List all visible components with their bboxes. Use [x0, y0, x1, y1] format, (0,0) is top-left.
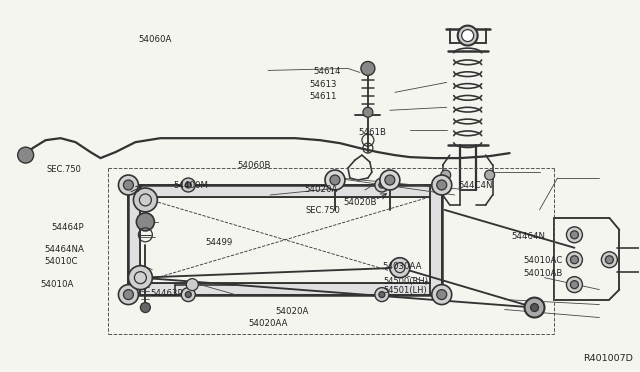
Circle shape [140, 302, 150, 312]
Circle shape [124, 180, 133, 190]
Circle shape [461, 30, 474, 42]
Circle shape [375, 178, 389, 192]
Circle shape [361, 61, 375, 76]
Circle shape [566, 252, 582, 268]
Circle shape [441, 170, 451, 180]
Text: 54010AC: 54010AC [523, 256, 563, 265]
Circle shape [458, 26, 477, 45]
Circle shape [379, 182, 385, 188]
Circle shape [118, 175, 138, 195]
Text: 54613: 54613 [310, 80, 337, 89]
Text: 54464NA: 54464NA [44, 245, 84, 254]
Circle shape [436, 290, 447, 299]
Circle shape [602, 252, 618, 268]
Text: 54010AB: 54010AB [523, 269, 563, 278]
Circle shape [186, 292, 191, 298]
Circle shape [186, 279, 198, 291]
Circle shape [566, 227, 582, 243]
Circle shape [18, 147, 34, 163]
Text: 54020AA: 54020AA [248, 319, 288, 328]
Text: 54060B: 54060B [237, 161, 271, 170]
Text: 54611: 54611 [310, 92, 337, 101]
Text: 54400M: 54400M [173, 182, 208, 190]
Circle shape [181, 288, 195, 302]
Text: 54500(RH): 54500(RH) [384, 277, 429, 286]
Text: 54499: 54499 [205, 238, 232, 247]
Circle shape [124, 290, 133, 299]
Text: 54010C: 54010C [44, 257, 77, 266]
Circle shape [566, 277, 582, 293]
Circle shape [570, 280, 579, 289]
Text: 54020A: 54020A [275, 307, 308, 316]
Circle shape [181, 178, 195, 192]
Text: 544C4N: 544C4N [459, 182, 493, 190]
Text: 54010A: 54010A [40, 280, 74, 289]
Circle shape [379, 292, 385, 298]
Circle shape [363, 107, 373, 117]
Circle shape [390, 258, 410, 278]
Circle shape [330, 175, 340, 185]
Text: 54060A: 54060A [138, 35, 172, 44]
Polygon shape [430, 185, 442, 295]
Text: 54464N: 54464N [511, 231, 545, 241]
Polygon shape [129, 283, 442, 295]
Polygon shape [129, 185, 140, 295]
Polygon shape [129, 185, 442, 197]
Text: R401007D: R401007D [583, 354, 633, 363]
Text: 54464P: 54464P [52, 223, 84, 232]
Circle shape [436, 180, 447, 190]
Circle shape [385, 175, 395, 185]
Circle shape [432, 285, 452, 305]
Text: 54463P: 54463P [151, 289, 184, 298]
Circle shape [118, 285, 138, 305]
Circle shape [325, 170, 345, 190]
Circle shape [484, 170, 495, 180]
Text: SEC.750: SEC.750 [306, 206, 341, 215]
Circle shape [432, 175, 452, 195]
Circle shape [525, 298, 545, 318]
Text: 54020A: 54020A [305, 185, 338, 194]
Circle shape [605, 256, 613, 264]
Circle shape [129, 266, 152, 290]
Circle shape [136, 213, 154, 231]
Circle shape [570, 256, 579, 264]
Text: 54020B: 54020B [344, 198, 377, 207]
Circle shape [186, 182, 191, 188]
Text: 54030AA: 54030AA [383, 262, 422, 271]
Circle shape [380, 170, 400, 190]
Circle shape [570, 231, 579, 239]
Text: 5461B: 5461B [358, 128, 387, 137]
Text: 54501(LH): 54501(LH) [384, 286, 428, 295]
Text: 54614: 54614 [314, 67, 341, 76]
Circle shape [531, 304, 538, 311]
Text: SEC.750: SEC.750 [47, 165, 81, 174]
Circle shape [133, 188, 157, 212]
Circle shape [375, 288, 389, 302]
